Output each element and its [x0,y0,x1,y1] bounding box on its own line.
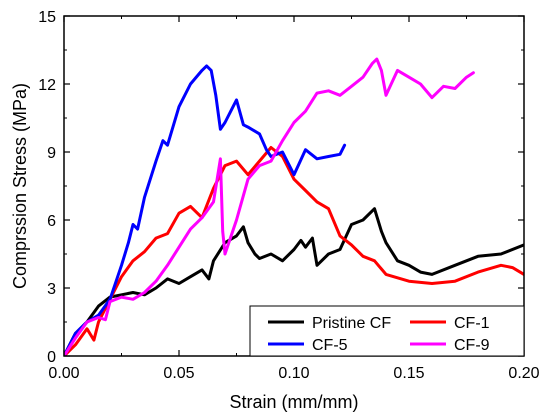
y-tick-label: 12 [38,77,56,94]
axis-ticks: 0.00 0.05 0.10 0.15 0.20 0 3 6 9 12 15 [38,9,539,382]
legend-box [249,305,525,357]
plot-frame [63,15,525,357]
x-tick-label: 0.10 [278,365,309,382]
series-layer [64,57,524,356]
legend-label-cf-9: CF-9 [454,337,490,354]
series-line-cf-5 [64,64,347,356]
series-line-pristine-cf [64,207,524,356]
y-tick-label: 15 [38,9,56,26]
x-tick-label: 0.00 [48,365,79,382]
legend-label-cf-1: CF-1 [454,315,490,332]
y-axis-title: Comprssion Stress (MPa) [10,83,30,289]
y-tick-label: 9 [47,145,56,162]
series-line-cf-1 [64,146,524,356]
y-tick-label: 3 [47,281,56,298]
legend-label-cf-5: CF-5 [312,337,348,354]
x-tick-label: 0.05 [163,365,194,382]
x-axis-title: Strain (mm/mm) [230,392,359,412]
y-tick-label: 0 [47,349,56,366]
legend-label-pristine-cf: Pristine CF [312,315,391,332]
x-tick-label: 0.20 [508,365,539,382]
legend: Pristine CF CF-1 CF-5 CF-9 [249,305,525,357]
y-tick-label: 6 [47,213,56,230]
plot-border [63,15,525,357]
x-tick-label: 0.15 [393,365,424,382]
series-line-cf-9 [64,57,475,356]
